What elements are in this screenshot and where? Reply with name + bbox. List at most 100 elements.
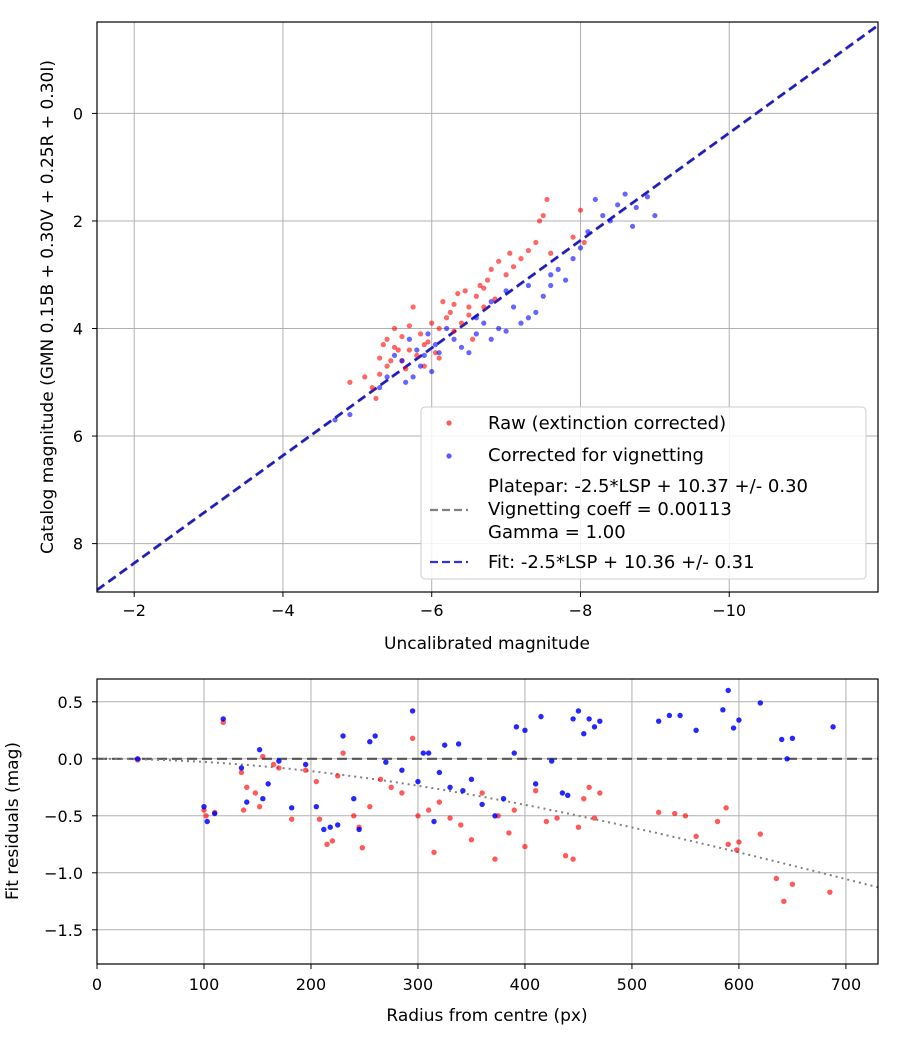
top-y-axis-label: Catalog magnitude (GMN 0.15B + 0.30V + 0… bbox=[38, 60, 58, 554]
corrected-point bbox=[607, 218, 613, 224]
raw-point bbox=[377, 355, 383, 361]
bottom-x-tick-label: 100 bbox=[189, 975, 220, 994]
raw-residual-point bbox=[313, 778, 320, 785]
raw-residual-point bbox=[425, 807, 432, 813]
corrected-point bbox=[466, 350, 472, 356]
bottom-y-axis-label: Fit residuals (mag) bbox=[3, 742, 23, 900]
raw-point bbox=[429, 320, 435, 326]
raw-residual-point bbox=[682, 813, 689, 819]
corrected-residual-point bbox=[204, 818, 210, 825]
raw-residual-point bbox=[359, 845, 366, 851]
legend-corrected-label: Corrected for vignetting bbox=[488, 445, 704, 466]
raw-residual-point bbox=[302, 767, 309, 773]
raw-point bbox=[447, 309, 453, 315]
corrected-point bbox=[391, 352, 398, 358]
top-x-tick-label: −10 bbox=[712, 601, 746, 620]
raw-residual-point bbox=[436, 799, 443, 805]
raw-residual-point bbox=[409, 735, 416, 741]
raw-point bbox=[406, 323, 412, 329]
top-y-tick-label: 8 bbox=[73, 535, 83, 554]
legend-platepar-line-text: Vignetting coeff = 0.00113 bbox=[488, 499, 732, 520]
corrected-residual-point bbox=[415, 778, 421, 785]
raw-residual-point bbox=[586, 784, 592, 790]
bottom-x-tick-label: 0 bbox=[92, 975, 102, 994]
raw-residual-point bbox=[723, 805, 729, 811]
raw-point bbox=[399, 333, 405, 340]
raw-residual-point bbox=[789, 881, 796, 887]
corrected-residual-point bbox=[409, 708, 416, 714]
corrected-residual-point bbox=[479, 801, 485, 808]
corrected-residual-point bbox=[736, 717, 742, 723]
raw-point bbox=[414, 352, 420, 358]
raw-point bbox=[440, 299, 446, 305]
bottom-x-tick-label: 400 bbox=[510, 975, 541, 994]
corrected-residual-point bbox=[340, 733, 346, 739]
corrected-residual-point bbox=[559, 790, 566, 796]
corrected-residual-point bbox=[725, 687, 731, 694]
raw-residual-point bbox=[672, 810, 678, 817]
raw-point bbox=[458, 320, 465, 326]
bottom-axes-frame bbox=[96, 678, 879, 965]
raw-point bbox=[481, 304, 487, 310]
corrected-residual-point bbox=[420, 750, 427, 756]
corrected-point bbox=[425, 331, 431, 337]
bottom-y-tick-label: 0.5 bbox=[58, 693, 83, 712]
bottom-x-tick-label: 200 bbox=[296, 975, 327, 994]
corrected-residual-point bbox=[455, 741, 462, 747]
top-y-tick-label: 0 bbox=[73, 104, 83, 123]
corrected-residual-point bbox=[500, 796, 507, 802]
corrected-residual-point bbox=[677, 712, 683, 719]
raw-residual-point bbox=[252, 790, 259, 796]
top-legend: Raw (extinction corrected) Corrected for… bbox=[420, 406, 867, 580]
raw-residual-point bbox=[388, 784, 394, 790]
corrected-residual-point bbox=[468, 776, 475, 783]
raw-point bbox=[417, 331, 424, 337]
corrected-residual-point bbox=[570, 716, 576, 722]
corrected-residual-point bbox=[586, 716, 592, 722]
corrected-residual-point bbox=[492, 813, 498, 819]
corrected-point bbox=[615, 202, 621, 208]
raw-residual-point bbox=[203, 813, 209, 819]
corrected-point bbox=[432, 342, 439, 348]
corrected-point bbox=[496, 325, 502, 332]
corrected-point bbox=[533, 309, 539, 315]
corrected-point bbox=[332, 417, 338, 423]
corrected-point bbox=[644, 194, 651, 200]
raw-residual-point bbox=[827, 889, 833, 895]
raw-point bbox=[425, 339, 431, 345]
raw-residual-point bbox=[773, 875, 780, 882]
bottom-x-tick-label: 600 bbox=[724, 975, 755, 994]
corrected-point bbox=[417, 363, 424, 369]
corrected-residual-point bbox=[265, 781, 271, 787]
corrected-point bbox=[421, 352, 427, 358]
raw-residual-point bbox=[575, 824, 582, 830]
bottom-x-tick-label: 300 bbox=[403, 975, 434, 994]
raw-point bbox=[391, 344, 398, 350]
raw-residual-point bbox=[340, 750, 346, 756]
raw-point bbox=[503, 272, 509, 278]
corrected-point bbox=[548, 282, 554, 289]
raw-point bbox=[373, 395, 379, 402]
corrected-point bbox=[414, 347, 420, 353]
legend-corrected-marker bbox=[446, 453, 452, 459]
raw-residual-point bbox=[479, 790, 485, 796]
raw-residual-point bbox=[244, 784, 250, 790]
raw-point bbox=[473, 293, 479, 299]
raw-residual-point bbox=[511, 807, 517, 813]
raw-residual-point bbox=[367, 803, 373, 810]
corrected-point bbox=[585, 229, 591, 235]
raw-residual-point bbox=[581, 796, 587, 802]
corrected-point bbox=[570, 256, 576, 262]
raw-residual-point bbox=[240, 807, 247, 813]
raw-point bbox=[488, 266, 494, 272]
corrected-residual-point bbox=[532, 781, 539, 787]
raw-residual-point bbox=[532, 788, 539, 794]
raw-point bbox=[410, 304, 416, 310]
legend-raw-label: Raw (extinction corrected) bbox=[488, 413, 726, 434]
corrected-residual-point bbox=[447, 784, 453, 790]
corrected-residual-point bbox=[302, 761, 309, 768]
raw-point bbox=[544, 196, 550, 203]
raw-residual-point bbox=[693, 833, 699, 840]
bottom-x-axis-label: Radius from centre (px) bbox=[386, 1006, 587, 1026]
